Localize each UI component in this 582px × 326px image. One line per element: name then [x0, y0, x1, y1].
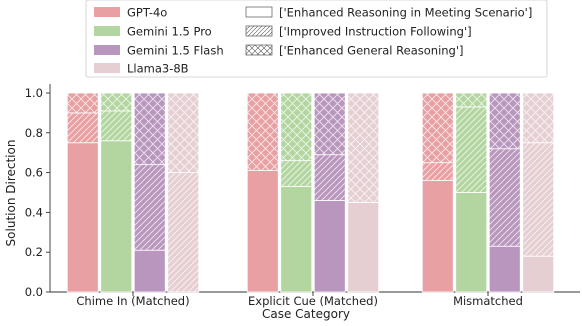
y-tick-label: 0.2 — [25, 245, 43, 259]
bar-hatch — [347, 93, 379, 203]
legend-swatch-model — [94, 26, 120, 36]
bar-hatch — [314, 93, 346, 155]
bar-hatch — [489, 93, 521, 149]
bar-hatch — [280, 160, 312, 187]
bar-hatch — [522, 142, 554, 257]
bar-hatch — [167, 172, 199, 292]
bar-segment — [455, 192, 488, 293]
legend-swatch-model — [94, 45, 120, 55]
bar-segment — [246, 170, 279, 293]
y-tick-label: 0.6 — [25, 166, 43, 180]
legend-label-segment: ['Enhanced Reasoning in Meeting Scenario… — [279, 6, 532, 20]
bar-segment — [347, 202, 380, 293]
bar-segment — [421, 180, 454, 293]
bar-segment — [522, 255, 555, 293]
bar-hatch — [100, 93, 132, 111]
y-tick-label: 1.0 — [25, 86, 43, 100]
legend-label-model: Gemini 1.5 Pro — [127, 25, 212, 39]
x-axis-label: Case Category — [262, 307, 350, 321]
legend-label-segment: ['Improved Instruction Following'] — [279, 25, 472, 39]
axes: 0.0 0.2 0.4 0.6 0.8 1.0 Chime In (Matched) Expl… — [25, 84, 580, 308]
y-tick-label: 0.4 — [25, 205, 43, 219]
bar-hatch — [422, 162, 454, 181]
bar-hatch — [167, 93, 199, 173]
bar-hatch — [489, 148, 521, 247]
bar-hatch — [455, 106, 487, 193]
x-tick-label: Explicit Cue (Matched) — [248, 294, 378, 308]
legend-swatch-segment — [245, 25, 273, 37]
legend-frame — [85, 0, 548, 78]
bar-hatch — [422, 93, 454, 163]
legend-swatch-segment — [245, 6, 273, 18]
legend-label-model: GPT-4o — [127, 6, 167, 20]
bar-hatch — [280, 93, 312, 161]
y-tick-label: 0.8 — [25, 126, 43, 140]
bar-hatch — [134, 164, 166, 251]
y-tick-label: 0.0 — [25, 285, 43, 299]
bar-segment — [66, 142, 99, 293]
bar-hatch — [455, 93, 487, 107]
legend-label-segment: ['Enhanced General Reasoning'] — [279, 44, 464, 58]
bar-segment — [313, 200, 346, 293]
bar-hatch — [522, 93, 554, 143]
bar-hatch — [67, 93, 99, 113]
bar-hatch — [67, 112, 99, 143]
bar-segment — [133, 249, 166, 293]
legend-swatch-segment — [245, 44, 273, 56]
bar-hatch — [134, 93, 166, 165]
bar-hatch — [314, 154, 346, 201]
legend-label-model: Gemini 1.5 Flash — [127, 44, 224, 58]
legend-label-model: Llama3-8B — [127, 62, 189, 76]
legend-swatch-model — [94, 63, 120, 73]
legend-swatch-model — [94, 7, 120, 17]
axis-labels: Case Category Solution Direction — [4, 140, 350, 321]
x-tick-label: Mismatched — [453, 294, 523, 308]
bar-hatch — [100, 110, 132, 141]
legend: GPT-4o Gemini 1.5 Pro Gemini 1.5 Flash Llam… — [85, 0, 548, 78]
bar-segment — [280, 186, 313, 293]
bar-hatch — [247, 93, 279, 171]
x-tick-label: Chime In (Matched) — [76, 294, 189, 308]
bar-segment — [488, 245, 521, 293]
bar-segment — [100, 140, 133, 293]
bars — [66, 92, 555, 293]
y-axis-label: Solution Direction — [4, 140, 18, 247]
